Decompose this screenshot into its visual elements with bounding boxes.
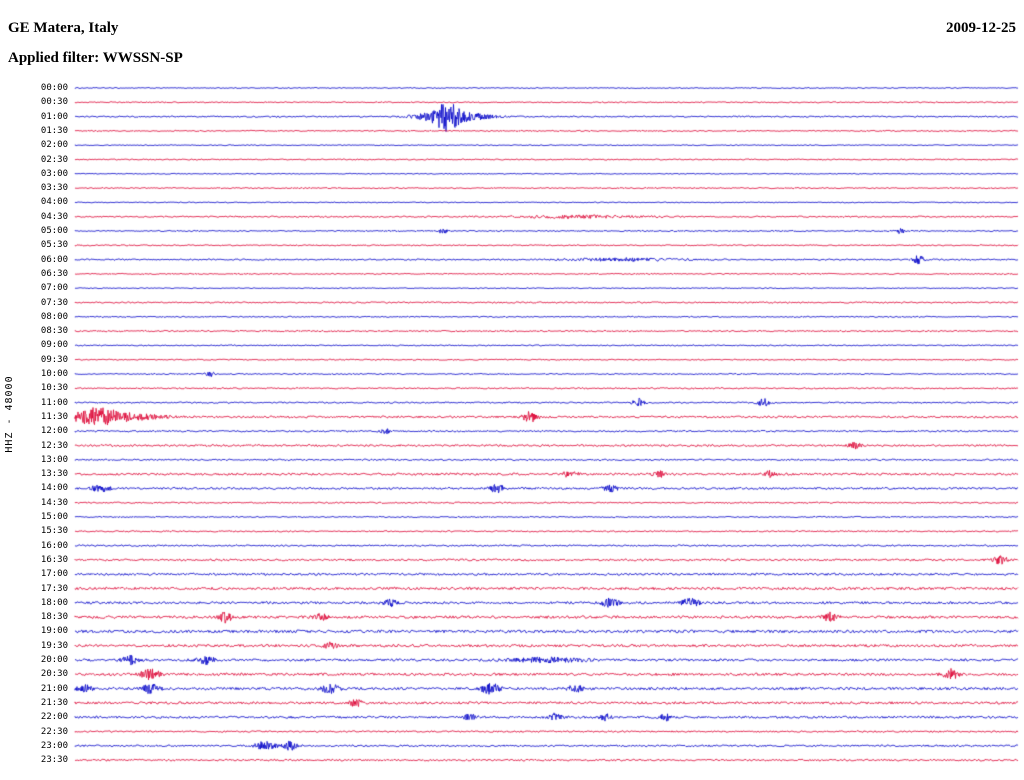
time-tick-label: 04:30 [40, 211, 68, 222]
time-tick-label: 04:00 [40, 197, 68, 208]
time-tick-label: 07:00 [40, 283, 68, 294]
time-tick-label: 10:30 [40, 383, 68, 394]
time-tick-label: 18:00 [40, 597, 68, 608]
time-tick-label: 02:30 [40, 154, 68, 165]
time-tick-label: 00:00 [40, 83, 68, 93]
time-tick-label: 06:00 [40, 254, 68, 265]
time-tick-label: 10:00 [40, 369, 68, 379]
time-tick-label: 18:30 [40, 612, 68, 623]
time-tick-label: 07:30 [40, 297, 68, 308]
time-tick-label: 15:00 [40, 512, 68, 522]
time-tick-label: 03:30 [40, 183, 68, 194]
time-tick-label: 19:30 [40, 640, 68, 651]
time-tick-label: 23:30 [40, 755, 68, 766]
time-tick-label: 11:30 [40, 411, 68, 422]
time-tick-label: 12:00 [40, 426, 68, 437]
time-tick-label: 22:00 [40, 712, 68, 723]
time-tick-label: 23:00 [40, 740, 68, 751]
time-tick-label: 13:30 [40, 469, 68, 480]
time-tick-label: 08:00 [40, 311, 68, 322]
time-tick-label: 14:00 [40, 483, 68, 494]
time-tick-label: 05:00 [40, 226, 68, 236]
time-tick-label: 20:00 [40, 655, 68, 665]
time-tick-label: 21:30 [40, 697, 68, 708]
time-tick-label: 02:00 [40, 140, 68, 151]
time-tick-label: 13:00 [40, 454, 68, 465]
time-tick-label: 01:00 [40, 111, 68, 122]
time-tick-label: 05:30 [40, 240, 68, 251]
time-tick-label: 21:00 [40, 683, 68, 694]
time-tick-label: 17:00 [40, 569, 68, 580]
time-tick-label: 17:30 [40, 583, 68, 594]
time-tick-label: 09:00 [40, 340, 68, 351]
time-tick-label: 15:30 [40, 526, 68, 537]
time-tick-label: 19:00 [40, 626, 68, 637]
time-tick-label: 03:00 [40, 168, 68, 179]
time-tick-label: 11:00 [40, 397, 68, 408]
time-tick-label: 09:30 [40, 354, 68, 365]
time-tick-label: 06:30 [40, 268, 68, 279]
time-tick-label: 16:30 [40, 554, 68, 565]
time-tick-label: 08:30 [40, 326, 68, 337]
time-tick-label: 20:30 [40, 669, 68, 680]
time-tick-label: 14:30 [40, 497, 68, 508]
time-tick-label: 12:30 [40, 440, 68, 451]
time-tick-label: 22:30 [40, 726, 68, 737]
time-tick-label: 01:30 [40, 125, 68, 136]
time-tick-label: 16:00 [40, 540, 68, 551]
time-tick-label: 00:30 [40, 97, 68, 108]
